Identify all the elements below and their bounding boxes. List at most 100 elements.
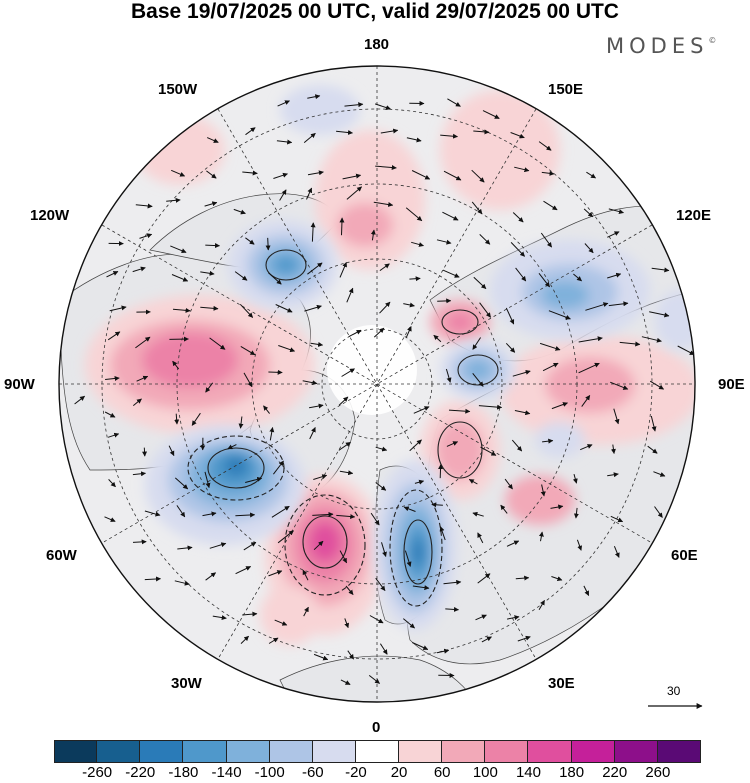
wind-vector [478,404,503,410]
wind-vector [506,540,520,547]
wind-vector [341,368,355,377]
colorbar-cell [355,741,400,762]
wind-vector [144,576,161,582]
wind-vector [541,170,555,176]
wind-vector [653,471,666,477]
wind-vector [342,173,362,180]
wind-vector [576,539,583,551]
wind-vector [411,170,431,180]
wind-vector [276,139,293,145]
wind-vector [268,272,282,285]
wind-vector [538,141,552,151]
wind-vector [313,474,328,480]
wind-vector [431,502,443,508]
wind-vector [436,239,452,245]
colorbar-cell [528,741,572,762]
wind-vector [586,171,597,179]
wind-vector [345,585,354,595]
wind-vector [136,375,149,382]
wind-vector [135,336,151,349]
wind-vector [310,222,316,242]
wind-vector [517,635,531,642]
wind-vector [275,304,293,313]
wind-vector [368,675,380,684]
wind-vector [583,585,590,596]
colorbar-cell [571,741,615,762]
colorbar-cell [614,741,658,762]
wind-vector [278,345,296,353]
wind-vector [412,642,429,650]
wind-vector [510,132,525,139]
wind-vector [104,411,116,418]
lon-label-120e: 120E [676,207,712,224]
wind-vector [310,341,324,347]
colorbar-tick-label: 180 [559,764,585,781]
wind-vector [608,301,629,307]
wind-vector [443,579,462,585]
wind-vector [538,599,545,610]
wind-vector [273,172,288,179]
colorbar-cell [399,741,443,762]
wind-vector [446,441,459,447]
wind-vector [209,337,226,350]
wind-vector [514,166,530,173]
wind-vector [433,334,442,343]
wind-vector [573,507,579,519]
modes-logo: MODES© [606,34,716,58]
wind-vector [613,408,620,425]
wind-vector [234,271,248,281]
wind-vector [608,208,624,214]
colorbar-cell [269,741,313,762]
colorbar-tick-label: -60 [301,764,324,781]
wind-vector [649,311,670,318]
wind-vector [309,427,316,440]
wind-vector [471,201,483,215]
colorbar-tick-label: 20 [390,764,408,781]
wind-vector [472,337,482,350]
wind-vector [572,473,578,484]
wind-vector [512,369,531,377]
wind-vector [346,186,362,200]
wind-vector [468,478,478,485]
wind-vector [402,618,415,629]
wind-vector [172,307,191,313]
wind-vector [302,569,309,581]
lon-label-180: 180 [364,36,390,53]
wind-vector [375,482,387,491]
wind-vector [543,200,558,211]
wind-vector [380,128,399,134]
wind-vector [406,137,422,143]
wind-vector [370,229,376,241]
wind-vector [303,606,309,617]
lon-label-30e: 30E [548,675,575,692]
lon-label-0: 0 [372,719,381,736]
wind-vector [413,406,430,414]
lon-label-90w: 90W [4,376,35,393]
wind-vector [607,472,619,478]
wind-vector [585,302,609,311]
colorbar-tick-label: -180 [168,764,199,781]
wind-vector [168,445,175,457]
wind-vector [607,231,620,238]
wind-vector [245,127,256,136]
wind-vector [279,189,287,201]
wind-vector [74,395,85,405]
colorbar-cell [183,741,227,762]
wind-vector [511,439,523,452]
wind-vector [610,381,629,390]
wind-vector [641,336,662,343]
wind-vector [479,234,491,245]
wind-vector [105,375,120,381]
wind-vector [240,635,249,644]
wind-vector [507,615,520,621]
lon-label-90e: 90E [718,376,745,393]
wind-vector [239,303,254,318]
wind-vector [500,504,508,514]
copyright-mark: © [708,36,717,45]
wind-vector [177,545,193,551]
wind-vector [135,203,153,209]
wind-vector [538,531,544,542]
wind-vector [336,514,356,520]
wind-vector [573,273,582,282]
wind-vector [200,270,215,276]
